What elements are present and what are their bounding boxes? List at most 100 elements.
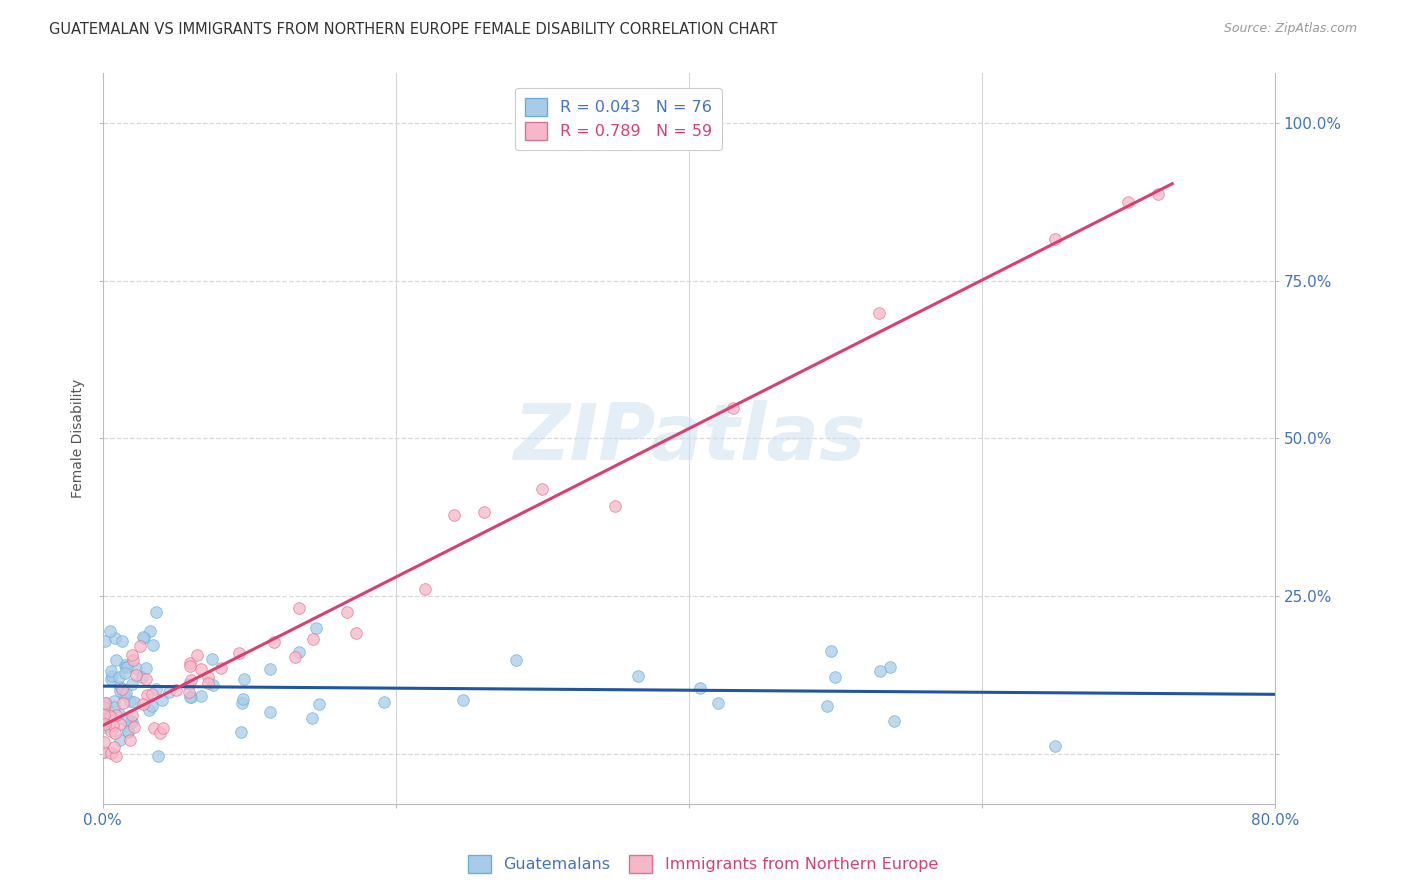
Point <box>142 638 165 652</box>
Point <box>179 690 201 704</box>
Point <box>879 660 901 674</box>
Point <box>228 646 250 660</box>
Point <box>152 721 174 735</box>
Point <box>190 662 212 676</box>
Point <box>132 630 155 644</box>
Point <box>120 714 142 728</box>
Point <box>201 651 224 665</box>
Point <box>108 683 131 698</box>
Point <box>308 697 330 711</box>
Point <box>145 682 167 697</box>
Point <box>101 669 124 683</box>
Point <box>869 665 891 679</box>
Point <box>179 685 201 699</box>
Point <box>165 682 187 697</box>
Point <box>868 306 890 320</box>
Point <box>135 688 157 702</box>
Point <box>93 696 115 710</box>
Point <box>288 645 311 659</box>
Point <box>146 749 169 764</box>
Point <box>100 672 122 686</box>
Point <box>129 639 152 653</box>
Point <box>1043 232 1066 246</box>
Point <box>179 677 201 691</box>
Point <box>121 648 143 662</box>
Point <box>125 660 148 674</box>
Point <box>104 726 127 740</box>
Point <box>627 669 650 683</box>
Point <box>100 747 122 761</box>
Point <box>413 582 436 596</box>
Point <box>138 703 160 717</box>
Point <box>145 605 167 619</box>
Point <box>288 601 311 615</box>
Point <box>505 653 527 667</box>
Point <box>101 718 124 732</box>
Point <box>121 677 143 691</box>
Point <box>815 698 838 713</box>
Text: GUATEMALAN VS IMMIGRANTS FROM NORTHERN EUROPE FEMALE DISABILITY CORRELATION CHAR: GUATEMALAN VS IMMIGRANTS FROM NORTHERN E… <box>49 22 778 37</box>
Point <box>141 687 163 701</box>
Point <box>94 633 117 648</box>
Point <box>108 706 131 721</box>
Point <box>824 670 846 684</box>
Point <box>263 634 285 648</box>
Point <box>883 714 905 728</box>
Point <box>132 697 155 711</box>
Point <box>233 672 256 686</box>
Point <box>259 705 281 719</box>
Point <box>707 696 730 710</box>
Point <box>186 648 208 662</box>
Point <box>531 482 554 496</box>
Point <box>107 670 129 684</box>
Point <box>93 715 115 730</box>
Point <box>97 704 120 718</box>
Point <box>284 649 307 664</box>
Y-axis label: Female Disability: Female Disability <box>72 379 86 498</box>
Point <box>149 726 172 740</box>
Point <box>138 624 160 639</box>
Point <box>605 500 627 514</box>
Point <box>108 680 131 694</box>
Point <box>98 624 121 638</box>
Point <box>1043 739 1066 753</box>
Point <box>232 692 254 706</box>
Point <box>121 715 143 730</box>
Point <box>104 632 127 646</box>
Point <box>122 695 145 709</box>
Point <box>112 687 135 701</box>
Point <box>135 672 157 686</box>
Point <box>103 699 125 714</box>
Point <box>202 678 225 692</box>
Point <box>820 644 842 658</box>
Point <box>121 653 143 667</box>
Point <box>103 739 125 754</box>
Point <box>344 626 367 640</box>
Point <box>105 653 128 667</box>
Point <box>231 725 253 739</box>
Point <box>209 661 232 675</box>
Point <box>115 686 138 700</box>
Point <box>104 749 127 764</box>
Point <box>108 733 131 747</box>
Point <box>259 662 281 676</box>
Point <box>179 657 201 671</box>
Point <box>443 508 465 523</box>
Point <box>93 745 115 759</box>
Point <box>105 708 128 723</box>
Point <box>689 681 711 695</box>
Point <box>94 696 117 710</box>
Point <box>114 666 136 681</box>
Point <box>112 696 135 710</box>
Point <box>304 621 326 635</box>
Point <box>93 708 115 723</box>
Point <box>93 745 115 759</box>
Point <box>131 670 153 684</box>
Point <box>94 720 117 734</box>
Point <box>302 632 325 646</box>
Point <box>150 692 173 706</box>
Point <box>134 632 156 646</box>
Point <box>179 659 201 673</box>
Point <box>197 670 219 684</box>
Point <box>122 720 145 734</box>
